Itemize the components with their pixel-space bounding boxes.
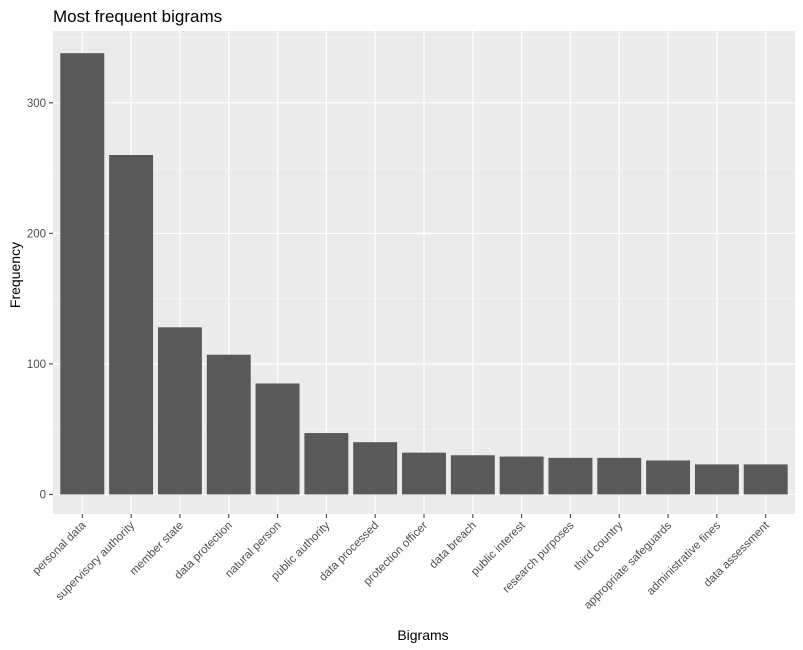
bar xyxy=(694,464,739,495)
x-axis-title: Bigrams xyxy=(397,627,448,643)
bar xyxy=(499,456,544,495)
bars xyxy=(60,53,788,495)
y-tick-label: 200 xyxy=(27,228,46,240)
y-axis-title: Frequency xyxy=(7,242,23,308)
bar xyxy=(353,442,398,495)
chart-title: Most frequent bigrams xyxy=(53,7,222,26)
bar xyxy=(109,155,154,495)
y-axis-ticks: 0 100 200 300 xyxy=(27,98,53,501)
bar xyxy=(157,327,202,495)
y-tick-label: 300 xyxy=(27,98,46,110)
x-tick-label: data breach xyxy=(427,520,478,571)
bar xyxy=(304,433,349,495)
bar xyxy=(743,464,788,495)
y-tick-label: 100 xyxy=(27,359,46,371)
bar xyxy=(646,460,691,495)
bar xyxy=(206,354,251,495)
bar xyxy=(255,383,300,495)
bar xyxy=(60,53,105,495)
bar xyxy=(402,452,446,495)
bar xyxy=(548,457,593,495)
y-tick-label: 0 xyxy=(40,489,46,501)
bar xyxy=(450,455,495,495)
x-tick-label: appropriate safeguards xyxy=(582,519,674,611)
bar xyxy=(597,457,642,495)
x-tick-label: third country xyxy=(572,519,625,572)
